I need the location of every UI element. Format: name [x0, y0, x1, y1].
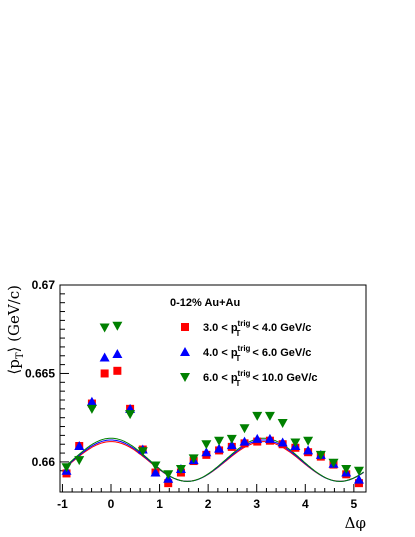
data-point-series-3 — [112, 321, 123, 331]
fit-curves — [64, 437, 364, 482]
y-tick-label: 0.67 — [32, 278, 56, 292]
legend-label-3: 6.0 < ptrig T < 10.0 GeV/c — [203, 369, 318, 388]
data-point-series-3 — [264, 411, 275, 421]
data-point-series-3 — [99, 323, 110, 333]
fit-curve-3 — [64, 437, 364, 482]
data-points — [61, 321, 364, 488]
data-point-series-3 — [61, 463, 72, 473]
data-point-series-3 — [341, 465, 352, 474]
data-point-series-2 — [226, 440, 237, 450]
data-point-series-3 — [175, 465, 186, 474]
data-point-series-2 — [214, 443, 225, 453]
data-point-series-2 — [112, 349, 123, 358]
data-point-series-3 — [277, 419, 288, 428]
data-point-series-2 — [264, 433, 275, 443]
data-point-series-3 — [214, 436, 225, 446]
svg-text:⟨pT⟩ (GeV/c): ⟨pT⟩ (GeV/c) — [5, 285, 26, 375]
data-point-series-2 — [99, 352, 110, 362]
data-point-series-3 — [125, 410, 136, 420]
x-axis-title: Δφ — [345, 514, 366, 532]
data-point-series-2 — [201, 447, 212, 457]
data-point-series-3 — [163, 470, 174, 480]
data-point-series-3 — [74, 456, 85, 466]
data-point-series-1 — [113, 366, 122, 375]
data-point-series-2 — [303, 445, 314, 455]
chart-title: 0-12% Au+Au — [170, 297, 240, 309]
plot-frame — [59, 284, 367, 493]
data-point-series-2 — [86, 396, 97, 406]
legend-label-2: 4.0 < ptrig T < 6.0 GeV/c — [203, 344, 311, 363]
x-tick-label: 4 — [302, 497, 309, 511]
fit-curve-1 — [64, 441, 364, 482]
x-tick-label: 0 — [108, 497, 115, 511]
data-point-series-3 — [303, 436, 314, 446]
data-point-series-2 — [353, 474, 364, 484]
data-point-series-3 — [239, 424, 250, 434]
data-point-series-2 — [252, 433, 263, 443]
y-tick-label: 0.66 — [32, 455, 56, 469]
legend-label-1: 3.0 < ptrig T < 4.0 GeV/c — [203, 319, 311, 338]
data-point-series-2 — [150, 467, 161, 477]
data-point-series-3 — [201, 440, 212, 450]
data-point-series-3 — [86, 404, 97, 414]
x-tick-label: 3 — [253, 497, 260, 511]
data-point-series-3 — [252, 411, 263, 421]
data-point-series-3 — [290, 438, 301, 448]
legend-marker-2 — [180, 347, 190, 356]
data-point-series-3 — [226, 434, 237, 444]
data-point-series-3 — [150, 461, 161, 471]
fit-curve-2 — [64, 439, 364, 482]
axes: -1 0 1 2 3 4 5 0.66 0.665 0.67 — [25, 278, 358, 511]
data-point-series-2 — [277, 437, 288, 447]
data-point-series-1 — [164, 479, 173, 488]
y-tick-label: 0.665 — [25, 366, 55, 380]
legend: 3.0 < ptrig T < 4.0 GeV/c 4.0 < ptrig T < 6… — [180, 319, 318, 388]
data-point-series-2 — [239, 436, 250, 446]
data-point-series-3 — [137, 447, 148, 457]
data-point-series-3 — [188, 454, 199, 464]
data-point-series-2 — [74, 441, 85, 450]
legend-marker-1 — [181, 323, 189, 331]
legend-marker-3 — [180, 373, 190, 382]
data-point-series-3 — [353, 466, 364, 476]
x-tick-label: 5 — [351, 497, 358, 511]
data-point-series-3 — [328, 458, 339, 468]
x-tick-label: -1 — [57, 497, 68, 511]
x-tick-label: 2 — [205, 497, 212, 511]
data-point-series-3 — [315, 450, 326, 460]
x-tick-label: 1 — [156, 497, 163, 511]
data-point-series-1 — [100, 369, 109, 378]
y-axis-title: ⟨pT⟩ (GeV/c) — [5, 285, 26, 375]
